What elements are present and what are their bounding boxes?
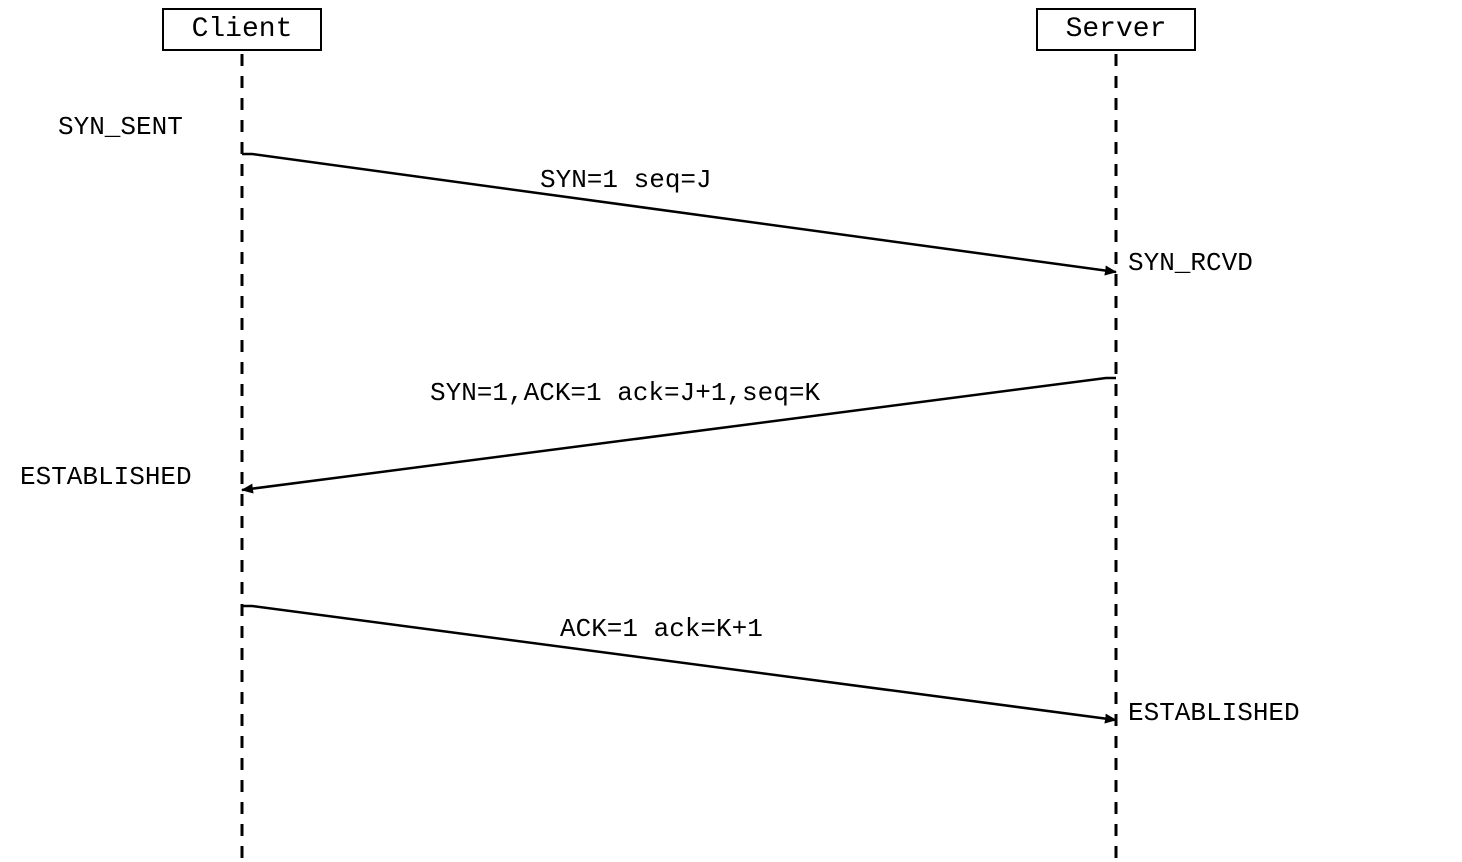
message-arrow-1 xyxy=(242,154,1116,272)
sequence-diagram: Client Server SYN_SENT SYN_RCVD ESTABLIS… xyxy=(0,0,1462,862)
diagram-svg xyxy=(0,0,1462,862)
message-arrow-3 xyxy=(242,606,1116,720)
message-arrow-2 xyxy=(242,378,1116,490)
